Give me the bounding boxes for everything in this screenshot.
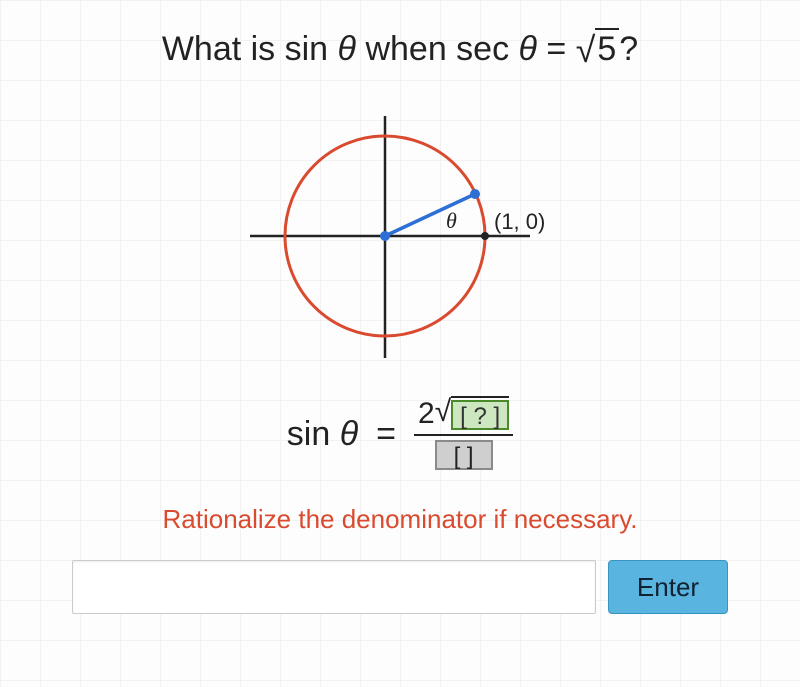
sqrt-5: √5 [576, 28, 620, 69]
answer-row: Enter [72, 560, 728, 614]
expression: sin θ = 2 √ [ ? ] [ ] [0, 396, 800, 472]
lhs-theta: θ [340, 415, 358, 453]
q-eq: = [537, 30, 576, 68]
question-text: What is sin θ when sec θ = √5? [0, 28, 800, 69]
q-theta-1: θ [338, 30, 356, 68]
diagram-svg: θ (1, 0) [230, 96, 570, 376]
fraction: 2 √ [ ? ] [ ] [414, 396, 513, 472]
unit-circle-diagram: θ (1, 0) [0, 96, 800, 381]
denominator: [ ] [435, 436, 493, 472]
lhs-sin: sin [287, 415, 340, 453]
q-prefix: What is sin [162, 30, 338, 68]
svg-text:(1, 0): (1, 0) [494, 209, 545, 234]
expr-lhs: sin θ [287, 415, 358, 454]
numerator: 2 √ [ ? ] [414, 396, 513, 436]
q-radicand: 5 [595, 28, 619, 68]
blank-numerator[interactable]: [ ? ] [451, 400, 509, 430]
q-suffix: ? [619, 30, 638, 68]
answer-input[interactable] [72, 560, 596, 614]
q-mid: when sec [356, 30, 519, 68]
blank-denominator[interactable]: [ ] [435, 440, 493, 470]
num-prefix: 2 [418, 397, 435, 431]
radical-icon: √ [435, 397, 451, 427]
num-sqrt: √ [ ? ] [435, 396, 509, 432]
expr-equals: = [376, 415, 396, 454]
hint-text: Rationalize the denominator if necessary… [0, 504, 800, 535]
enter-button[interactable]: Enter [608, 560, 728, 614]
q-theta-2: θ [519, 30, 537, 68]
radical-icon: √ [576, 30, 596, 70]
svg-text:θ: θ [446, 208, 457, 233]
